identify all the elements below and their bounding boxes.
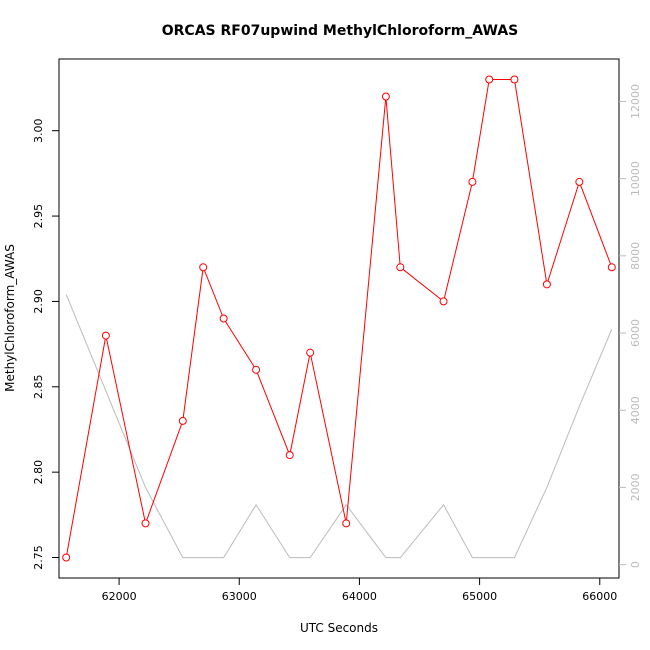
- red-series-segment: [472, 82, 490, 179]
- x-tick-label: 62000: [102, 590, 137, 603]
- red-series-point: [468, 177, 477, 186]
- y-tick-label: 2.85: [32, 375, 45, 400]
- red-series-segment: [346, 99, 387, 520]
- left-axis-series-layer: [62, 75, 616, 562]
- y-tick-label: 2.90: [32, 289, 45, 314]
- right-axis-series-layer: [65, 294, 613, 559]
- red-series-segment: [310, 355, 346, 521]
- red-series-point: [439, 297, 448, 306]
- gray-series-line: [65, 294, 613, 559]
- red-series-point: [285, 451, 294, 460]
- red-series-point: [178, 416, 187, 425]
- y-axis-label: MethylChloroform_AWAS: [3, 244, 17, 392]
- y2-tick-label: 2000: [629, 473, 642, 501]
- plot-frame: [58, 58, 620, 579]
- red-series-point: [542, 280, 551, 289]
- red-series-point: [141, 519, 150, 528]
- red-series-segment: [182, 270, 204, 418]
- red-series-segment: [385, 100, 401, 264]
- red-series-segment: [256, 372, 289, 453]
- y-tick-label: 2.95: [32, 204, 45, 229]
- red-series-segment: [146, 424, 183, 521]
- y2-tick-label: 6000: [629, 319, 642, 347]
- chart-title: ORCAS RF07upwind MethylChloroform_AWAS: [162, 23, 519, 39]
- red-series-point: [510, 75, 519, 84]
- x-tick-label: 65000: [462, 590, 497, 603]
- red-series-point: [381, 92, 390, 101]
- x-axis: 62000 63000 64000 65000 66000: [102, 578, 617, 603]
- red-series-point: [219, 314, 228, 323]
- y-tick-label: 3.00: [32, 118, 45, 143]
- red-series-segment: [204, 270, 223, 316]
- red-series-segment: [580, 185, 612, 265]
- y2-tick-label: 8000: [629, 242, 642, 270]
- red-series-point: [306, 348, 315, 357]
- red-series-segment: [66, 338, 106, 555]
- red-series-segment: [547, 185, 579, 282]
- x-tick-label: 66000: [582, 590, 617, 603]
- y-axis-left: 2.75 2.80 2.85 2.90 2.95 3.00: [32, 118, 59, 570]
- red-series-segment: [514, 82, 547, 281]
- red-series-point: [396, 263, 405, 272]
- y2-tick-label: 10000: [629, 161, 642, 196]
- x-tick-label: 64000: [342, 590, 377, 603]
- red-series-point: [342, 519, 351, 528]
- y2-tick-label: 0: [629, 561, 642, 568]
- red-series-segment: [106, 338, 146, 521]
- red-series-point: [607, 263, 616, 272]
- red-series-point: [485, 75, 494, 84]
- y-axis-right: 0 2000 4000 6000 8000 10000 12000: [619, 84, 642, 568]
- red-series-point: [575, 177, 584, 186]
- y2-tick-label: 12000: [629, 84, 642, 119]
- x-axis-label: UTC Seconds: [300, 621, 378, 635]
- red-series-segment: [289, 355, 310, 452]
- y-tick-label: 2.80: [32, 460, 45, 485]
- red-series-segment: [402, 269, 442, 300]
- red-series-point: [62, 553, 71, 562]
- y-tick-label: 2.75: [32, 545, 45, 570]
- red-series-point: [252, 365, 261, 374]
- x-tick-label: 63000: [222, 590, 257, 603]
- red-series-point: [199, 263, 208, 272]
- red-series-point: [101, 331, 110, 340]
- red-series-segment: [225, 321, 255, 368]
- red-series-segment: [443, 185, 473, 299]
- y2-tick-label: 4000: [629, 396, 642, 424]
